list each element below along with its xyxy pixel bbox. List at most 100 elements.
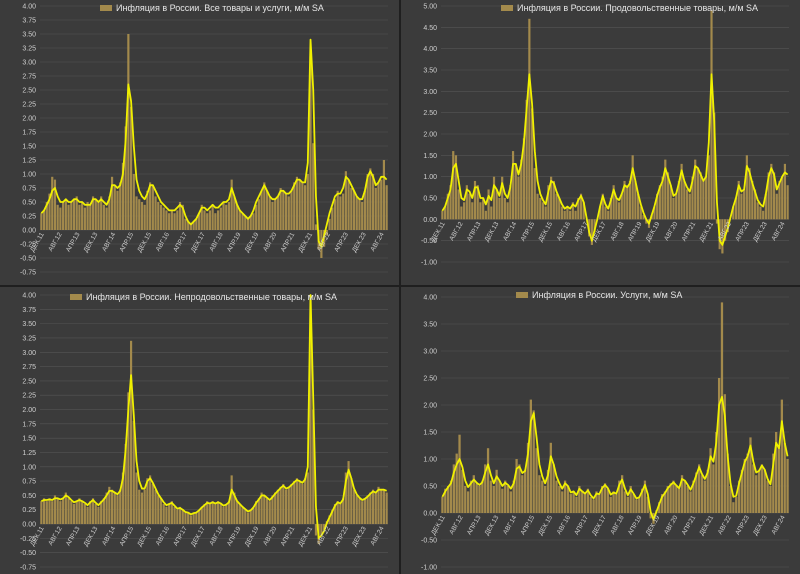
x-tick-label: ДЕК.19 bbox=[244, 231, 261, 254]
bar bbox=[274, 492, 277, 525]
bar bbox=[342, 498, 345, 525]
bar bbox=[325, 230, 328, 236]
bar bbox=[67, 204, 70, 230]
bar bbox=[268, 196, 271, 230]
bar bbox=[692, 480, 695, 513]
bar bbox=[42, 498, 46, 525]
bar bbox=[746, 453, 749, 513]
bar bbox=[116, 495, 119, 525]
bar bbox=[168, 213, 171, 230]
x-tick-label: ДЕК.23 bbox=[752, 221, 769, 244]
bar bbox=[306, 174, 309, 230]
bar bbox=[320, 524, 323, 536]
bar bbox=[547, 185, 550, 220]
y-tick-label: 3.00 bbox=[423, 349, 437, 356]
bar bbox=[563, 210, 566, 220]
bar bbox=[702, 180, 705, 220]
bar bbox=[615, 198, 618, 220]
bar bbox=[737, 180, 740, 220]
bar bbox=[737, 480, 741, 513]
bar bbox=[509, 185, 512, 220]
bar bbox=[89, 204, 92, 230]
x-tick-label: ДЕК.23 bbox=[351, 525, 368, 548]
bar bbox=[465, 185, 468, 220]
x-tick-label: ДЕК.19 bbox=[645, 221, 662, 244]
chart-svg: -1.00 -0.50 0.00 0.50 1.00 1.50 2.00 2.50 3.00 3.… bbox=[421, 290, 789, 572]
bar bbox=[165, 210, 168, 230]
y-tick-label: 1.50 bbox=[22, 436, 36, 443]
x-tick-label: АПР.15 bbox=[119, 231, 136, 253]
bar bbox=[132, 420, 135, 525]
bar bbox=[140, 492, 144, 525]
bar bbox=[192, 221, 195, 230]
bar bbox=[62, 202, 65, 230]
bar bbox=[72, 199, 76, 230]
bar bbox=[449, 480, 453, 513]
bar bbox=[216, 501, 220, 525]
bar bbox=[380, 179, 383, 230]
bar bbox=[461, 469, 464, 513]
x-tick-label: АПР.23 bbox=[734, 514, 751, 536]
y-tick-label: 0.25 bbox=[22, 214, 36, 221]
bar bbox=[124, 126, 127, 230]
bar bbox=[638, 496, 641, 513]
bar bbox=[94, 199, 97, 230]
x-tick-label: АВГ.24 bbox=[770, 221, 786, 243]
bar bbox=[108, 486, 111, 525]
bar bbox=[119, 182, 122, 230]
bar bbox=[197, 509, 201, 525]
bar bbox=[740, 469, 744, 513]
bar bbox=[162, 504, 165, 525]
bar bbox=[712, 464, 715, 513]
bar bbox=[770, 163, 773, 220]
bar bbox=[449, 185, 452, 220]
bar bbox=[506, 486, 510, 513]
bar bbox=[72, 504, 76, 525]
bar bbox=[620, 475, 624, 513]
bar bbox=[138, 489, 141, 525]
y-tick-label: -0.50 bbox=[20, 550, 36, 557]
series-line bbox=[441, 396, 789, 521]
bar bbox=[672, 198, 675, 220]
bar bbox=[168, 504, 171, 525]
bar bbox=[143, 489, 146, 525]
bar bbox=[271, 495, 274, 525]
bar bbox=[100, 501, 103, 525]
bar bbox=[732, 206, 735, 220]
bar bbox=[187, 512, 190, 525]
bar bbox=[601, 486, 604, 513]
bar bbox=[284, 489, 288, 525]
bar bbox=[165, 506, 168, 525]
legend-label: Инфляция в России. Услуги, м/м SA bbox=[532, 290, 682, 300]
y-tick-label: -0.25 bbox=[20, 536, 36, 543]
bar bbox=[97, 506, 100, 525]
bar bbox=[772, 453, 775, 513]
bar bbox=[476, 185, 479, 220]
bar bbox=[721, 219, 724, 254]
bar bbox=[380, 489, 383, 525]
bar bbox=[704, 176, 708, 220]
bar bbox=[503, 198, 506, 220]
x-tick-label: ДЕК.15 bbox=[537, 514, 554, 537]
bar bbox=[569, 210, 572, 220]
bar bbox=[743, 459, 746, 513]
bar bbox=[529, 399, 532, 513]
series-line bbox=[41, 294, 387, 540]
bar bbox=[669, 483, 672, 513]
x-tick-label: АВГ.20 bbox=[663, 221, 679, 243]
bar bbox=[170, 501, 173, 525]
bar bbox=[149, 182, 152, 230]
x-tick-label: ДЕК.19 bbox=[645, 514, 662, 537]
bar bbox=[75, 196, 78, 230]
bar bbox=[328, 515, 331, 525]
bar bbox=[550, 176, 553, 220]
bar bbox=[552, 180, 555, 220]
bar bbox=[225, 504, 228, 525]
bar bbox=[763, 469, 766, 513]
bar bbox=[530, 108, 534, 220]
bar bbox=[162, 207, 165, 230]
bar bbox=[331, 509, 334, 525]
y-tick-label: 1.00 bbox=[423, 457, 437, 464]
y-tick-label: 0.50 bbox=[22, 493, 36, 500]
y-tick-label: -0.75 bbox=[20, 565, 36, 572]
